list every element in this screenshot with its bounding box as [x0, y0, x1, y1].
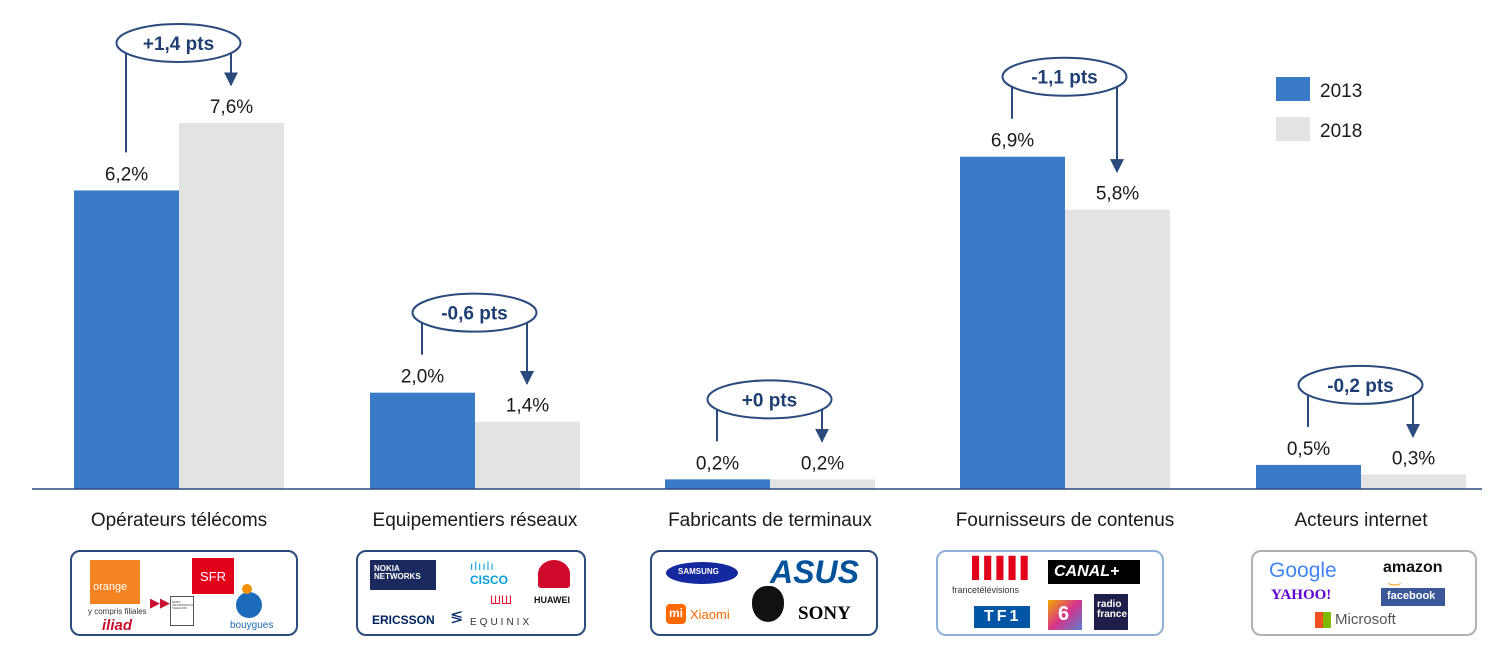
bouygues-icon: [236, 592, 262, 618]
bar-2013-4: [1256, 464, 1361, 489]
sfr-logo-text: SFR: [200, 569, 226, 584]
category-label-1: Equipementiers réseaux: [373, 510, 578, 531]
microsoft-icon: [1315, 612, 1331, 628]
delta-label-2: +0 pts: [742, 390, 797, 411]
value-label-2013-1: 2,0%: [401, 367, 444, 388]
delta-bubble-2: [706, 379, 833, 420]
value-label-2018-2: 0,2%: [801, 453, 844, 474]
value-label-2018-0: 7,6%: [210, 97, 253, 118]
bouygues-icon-dot: [242, 584, 252, 594]
xiaomi-icon-text: mi: [669, 606, 684, 620]
bar-2013-2: [665, 479, 770, 489]
value-label-2013-2: 0,2%: [696, 453, 739, 474]
bar-2018-4: [1361, 474, 1466, 489]
cisco-logo: CISCO: [470, 573, 509, 587]
orange-logo: [90, 560, 140, 604]
equinix-icon: ШШ: [490, 593, 512, 607]
category-label-0: Opérateurs télécoms: [91, 510, 267, 531]
iliad-logo: iliad: [102, 617, 133, 634]
ericsson-icon: ≶: [450, 609, 464, 626]
legend-swatch-2013: [1276, 77, 1310, 101]
delta-bubble-4: [1297, 364, 1424, 405]
bar-2018-2: [770, 479, 875, 489]
huawei-logo: HUAWEI: [534, 595, 570, 605]
microsoft-logo: Microsoft: [1335, 611, 1396, 628]
logos-telecoms: orange y compris filiales SFR iliad ▶▶ E…: [70, 550, 298, 636]
category-label-4: Acteurs internet: [1294, 510, 1428, 531]
xiaomi-logo: Xiaomi: [690, 607, 730, 622]
amazon-smile-icon: ‿: [1389, 569, 1401, 585]
bar-2013-0: [74, 190, 179, 489]
bar-2013-1: [370, 392, 475, 489]
euro-telecom-logo: [170, 596, 194, 626]
google-logo: Google: [1269, 559, 1337, 582]
ftv-stripes-icon: ▌▌▌▌▌: [972, 557, 1035, 579]
category-label-3: Fournisseurs de contenus: [956, 510, 1175, 531]
delta-label-3: -1,1 pts: [1031, 68, 1098, 89]
xiaomi-icon: [666, 604, 686, 624]
radio-france-logo: [1094, 594, 1128, 630]
canal-logo: [1048, 560, 1140, 584]
nokia-logo: [370, 560, 436, 590]
category-label-2: Fabricants de terminaux: [668, 510, 872, 531]
tf1-logo: [974, 606, 1030, 628]
orange-sub-text: y compris filiales: [88, 607, 147, 616]
tf1-logo-text: TF1: [984, 608, 1022, 625]
bar-2018-3: [1065, 209, 1170, 489]
legend-swatch-2018: [1276, 117, 1310, 141]
asus-logo: ASUS: [770, 554, 859, 590]
delta-label-1: -0,6 pts: [441, 304, 508, 325]
sony-logo: SONY: [798, 603, 851, 624]
bouygues-logo: bouygues: [230, 620, 274, 631]
delta-bubble-1: [411, 292, 538, 333]
euro-telecom-arrow-icon: ▶▶: [150, 595, 170, 610]
nokia-logo-text: NOKIA NETWORKS: [374, 564, 421, 581]
value-label-2018-3: 5,8%: [1096, 184, 1139, 205]
canal-logo-text: CANAL+: [1054, 563, 1120, 580]
cisco-bars-icon: ılıılı: [470, 559, 495, 573]
value-label-2018-1: 1,4%: [506, 396, 549, 417]
orange-logo-text: orange: [93, 581, 128, 593]
delta-label-4: -0,2 pts: [1327, 376, 1394, 397]
ftv-logo: francetélévisions: [952, 585, 1020, 595]
yahoo-logo: YAHOO!: [1271, 587, 1332, 603]
samsung-logo-text: SAMSUNG: [678, 567, 719, 576]
delta-bubble-3: [1001, 56, 1128, 97]
euro-telecom-text: EURO INFORMATION TELECOM: [172, 600, 193, 610]
m6-logo-text: 6: [1058, 603, 1070, 625]
huawei-icon: [538, 560, 570, 588]
value-label-2013-3: 6,9%: [991, 131, 1034, 152]
bar-chart: 6,2% 7,6% Opérateurs télécoms 2,0% 1,4% Equip…: [32, 23, 1482, 531]
value-label-2013-0: 6,2%: [105, 164, 148, 185]
amazon-logo: amazon: [1383, 559, 1443, 576]
bar-2018-1: [475, 421, 580, 489]
facebook-logo-text: facebook: [1387, 590, 1436, 602]
sfr-logo: [192, 558, 234, 594]
value-label-2013-4: 0,5%: [1287, 439, 1330, 460]
legend-label-2018: 2018: [1320, 121, 1362, 142]
radio-france-text: radio france: [1097, 599, 1128, 620]
samsung-logo: [666, 562, 738, 584]
legend-label-2013: 2013: [1320, 81, 1362, 102]
delta-label-0: +1,4 pts: [143, 34, 214, 55]
apple-icon: [752, 586, 784, 622]
value-label-2018-4: 0,3%: [1392, 449, 1435, 470]
bar-2018-0: [179, 123, 284, 489]
m6-icon: [1048, 600, 1082, 630]
equinix-logo: EQUINIX: [470, 617, 533, 628]
logos-network: NOKIA NETWORKS ılıılı CISCO HUAWEI ERICS…: [356, 550, 586, 636]
logos-internet: Google amazon ‿ YAHOO! facebook Microsof…: [1251, 550, 1477, 636]
delta-bubble-0: [115, 23, 242, 63]
logos-devices: SAMSUNG ASUS mi Xiaomi SONY: [650, 550, 878, 636]
logos-content: ▌▌▌▌▌ francetélévisions CANAL+ TF1 6 rad…: [936, 550, 1164, 636]
ericsson-logo: ERICSSON: [372, 613, 435, 627]
bar-2013-3: [960, 156, 1065, 490]
legend: 2013 2018: [1276, 77, 1362, 142]
facebook-logo: [1381, 588, 1445, 606]
